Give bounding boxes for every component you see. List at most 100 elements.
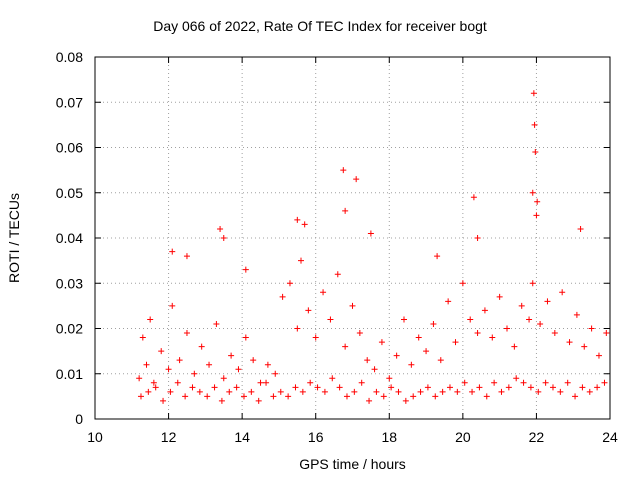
grid-lines bbox=[95, 57, 610, 419]
data-point bbox=[272, 370, 279, 377]
data-point bbox=[481, 307, 488, 314]
data-point bbox=[334, 271, 341, 278]
data-point bbox=[532, 149, 539, 156]
data-point bbox=[196, 388, 203, 395]
data-point bbox=[198, 343, 205, 350]
data-point bbox=[351, 388, 358, 395]
data-point bbox=[395, 388, 402, 395]
data-point bbox=[520, 379, 527, 386]
data-point bbox=[167, 388, 174, 395]
data-point bbox=[255, 397, 262, 404]
data-point bbox=[388, 384, 395, 391]
data-point bbox=[358, 379, 365, 386]
x-tick-label: 16 bbox=[308, 429, 324, 445]
y-tick-label: 0.01 bbox=[56, 366, 83, 382]
data-point bbox=[191, 370, 198, 377]
data-point bbox=[535, 388, 542, 395]
data-point bbox=[353, 176, 360, 183]
data-point bbox=[240, 393, 247, 400]
x-axis-label: GPS time / hours bbox=[299, 456, 406, 472]
data-point bbox=[526, 316, 533, 323]
data-point bbox=[408, 361, 415, 368]
y-tick-label: 0.02 bbox=[56, 321, 83, 337]
data-point bbox=[415, 334, 422, 341]
data-point bbox=[183, 330, 190, 337]
data-point bbox=[511, 343, 518, 350]
data-point bbox=[367, 230, 374, 237]
x-tick-label: 20 bbox=[455, 429, 471, 445]
data-point bbox=[595, 352, 602, 359]
data-point bbox=[226, 388, 233, 395]
data-point bbox=[286, 280, 293, 287]
data-points bbox=[136, 90, 610, 404]
data-point bbox=[594, 384, 601, 391]
data-point bbox=[364, 357, 371, 364]
y-tick-label: 0.07 bbox=[56, 94, 83, 110]
data-point bbox=[312, 334, 319, 341]
data-point bbox=[158, 348, 165, 355]
data-point bbox=[342, 207, 349, 214]
data-point bbox=[264, 361, 271, 368]
data-point bbox=[270, 393, 277, 400]
data-point bbox=[301, 221, 308, 228]
data-point bbox=[136, 375, 143, 382]
data-point bbox=[393, 352, 400, 359]
data-point bbox=[321, 388, 328, 395]
data-point bbox=[518, 302, 525, 309]
data-point bbox=[204, 393, 211, 400]
data-point bbox=[263, 379, 270, 386]
data-point bbox=[564, 379, 571, 386]
data-point bbox=[373, 388, 380, 395]
data-point bbox=[242, 334, 249, 341]
data-point bbox=[529, 189, 536, 196]
data-point bbox=[439, 388, 446, 395]
data-point bbox=[233, 384, 240, 391]
data-point bbox=[401, 316, 407, 323]
data-point bbox=[294, 325, 301, 332]
data-point bbox=[513, 375, 520, 382]
data-point bbox=[169, 248, 176, 255]
data-point bbox=[143, 361, 150, 368]
data-point bbox=[459, 280, 466, 287]
data-point bbox=[250, 357, 257, 364]
data-point bbox=[470, 194, 477, 201]
data-point bbox=[549, 384, 556, 391]
x-tick-label: 24 bbox=[602, 429, 618, 445]
y-tick-label: 0.05 bbox=[56, 185, 83, 201]
data-point bbox=[307, 379, 314, 386]
data-point bbox=[235, 366, 242, 373]
data-point bbox=[454, 388, 461, 395]
data-point bbox=[527, 384, 534, 391]
x-tick-label: 10 bbox=[87, 429, 103, 445]
y-axis-label: ROTI / TECUs bbox=[6, 193, 22, 283]
data-point bbox=[349, 302, 356, 309]
data-point bbox=[505, 384, 512, 391]
data-point bbox=[410, 393, 417, 400]
data-point bbox=[248, 388, 255, 395]
data-point bbox=[145, 388, 152, 395]
data-point bbox=[336, 384, 343, 391]
data-point bbox=[292, 384, 299, 391]
data-point bbox=[220, 375, 227, 382]
data-point bbox=[476, 384, 483, 391]
data-point bbox=[285, 393, 292, 400]
data-point bbox=[220, 235, 227, 241]
data-point bbox=[437, 357, 444, 364]
data-point bbox=[320, 289, 327, 296]
data-point bbox=[581, 343, 588, 350]
data-point bbox=[445, 298, 452, 305]
y-tick-label: 0.03 bbox=[56, 275, 83, 291]
data-point bbox=[366, 397, 373, 404]
data-point bbox=[534, 198, 541, 205]
data-point bbox=[242, 266, 249, 273]
data-point bbox=[601, 379, 608, 386]
data-point bbox=[137, 393, 144, 400]
plot-frame bbox=[94, 56, 611, 420]
data-point bbox=[467, 316, 474, 323]
data-point bbox=[424, 384, 431, 391]
data-point bbox=[298, 257, 304, 264]
data-point bbox=[531, 121, 538, 128]
data-point bbox=[299, 388, 306, 395]
data-point bbox=[340, 167, 347, 174]
